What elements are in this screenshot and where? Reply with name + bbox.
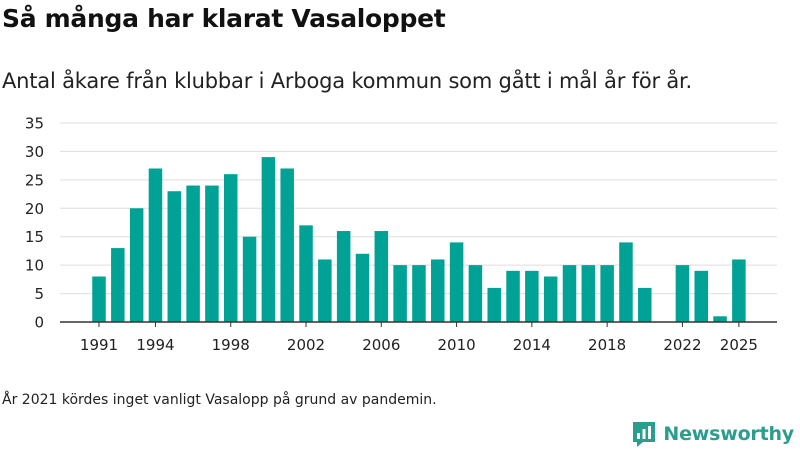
y-tick-label: 35 bbox=[25, 115, 44, 133]
bar-2022 bbox=[675, 265, 690, 322]
bar-2018 bbox=[600, 265, 614, 322]
bar-2025 bbox=[732, 259, 746, 322]
bar-1993 bbox=[129, 208, 144, 322]
x-tick-label: 2010 bbox=[437, 336, 475, 354]
chart-subtitle: Antal åkare från klubbar i Arboga kommun… bbox=[2, 69, 693, 93]
y-tick-label: 30 bbox=[25, 143, 44, 161]
y-tick-label: 15 bbox=[25, 228, 44, 246]
bar-2004 bbox=[336, 231, 351, 322]
x-tick-label: 1991 bbox=[80, 336, 118, 354]
brand-name: Newsworthy bbox=[663, 423, 794, 445]
bar-2012 bbox=[487, 287, 501, 322]
bar-2006 bbox=[374, 231, 389, 322]
bar-2002 bbox=[299, 225, 313, 322]
x-tick-label: 2022 bbox=[663, 336, 701, 354]
bar-2000 bbox=[261, 157, 276, 322]
bar-1994 bbox=[148, 168, 163, 322]
bar-2008 bbox=[412, 265, 426, 322]
bar-2007 bbox=[393, 265, 407, 322]
bar-2013 bbox=[506, 270, 520, 322]
bar-1998 bbox=[223, 174, 238, 322]
x-tick-label: 2006 bbox=[362, 336, 400, 354]
x-tick-label: 2025 bbox=[720, 336, 758, 354]
bar-2024 bbox=[713, 316, 727, 322]
x-tick-label: 2018 bbox=[588, 336, 626, 354]
bar-2016 bbox=[562, 265, 577, 322]
y-tick-label: 20 bbox=[25, 200, 44, 218]
y-tick-label: 5 bbox=[34, 285, 44, 303]
x-tick-label: 1998 bbox=[212, 336, 250, 354]
bar-2015 bbox=[543, 276, 558, 322]
x-tick-label: 2014 bbox=[513, 336, 551, 354]
bar-2020 bbox=[638, 287, 652, 322]
chart-title: Så många har klarat Vasaloppet bbox=[2, 4, 446, 33]
bar-1999 bbox=[242, 236, 257, 322]
x-tick-label: 2002 bbox=[287, 336, 325, 354]
bar-1997 bbox=[205, 185, 219, 322]
bar-2017 bbox=[581, 265, 596, 322]
bar-2005 bbox=[355, 253, 370, 322]
y-tick-label: 10 bbox=[25, 257, 44, 275]
x-tick-label: 1994 bbox=[136, 336, 174, 354]
bar-2003 bbox=[318, 259, 332, 322]
footnote: År 2021 kördes inget vanligt Vasalopp på… bbox=[2, 392, 437, 408]
bar-2011 bbox=[468, 265, 483, 322]
bar-2001 bbox=[280, 168, 294, 322]
newsworthy-logo-icon bbox=[633, 422, 656, 447]
bar-2009 bbox=[431, 259, 445, 322]
bar-1991 bbox=[92, 276, 106, 322]
bar-1995 bbox=[167, 191, 182, 322]
bar-2023 bbox=[694, 270, 708, 322]
bar-1996 bbox=[186, 185, 200, 322]
brand-logo: Newsworthy bbox=[631, 420, 794, 448]
y-tick-label: 25 bbox=[25, 171, 44, 189]
bar-2014 bbox=[525, 270, 539, 322]
bar-1992 bbox=[111, 248, 125, 322]
bar-2010 bbox=[449, 242, 464, 322]
bar-2019 bbox=[619, 242, 633, 322]
bars bbox=[92, 157, 746, 322]
y-tick-label: 0 bbox=[34, 314, 44, 332]
